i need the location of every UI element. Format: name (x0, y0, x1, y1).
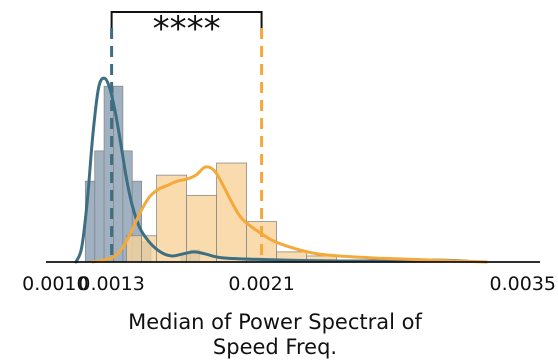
x-tick-label: 0.0021 (228, 273, 294, 295)
kde-curve-series-1 (74, 76, 470, 264)
x-axis-label-line-2: Speed Freq. (213, 335, 337, 359)
x-tick-label: 0.0013 (78, 273, 144, 295)
x-tick-label: 0.0035 (490, 273, 556, 295)
kde-curve-series-2 (91, 165, 489, 264)
x-tick-label: 0.0010 (22, 273, 88, 295)
significance-label: **** (153, 9, 221, 49)
median-lines (110, 28, 264, 262)
histogram-bar-series-1-2 (94, 150, 105, 263)
histogram-bar-series-2-5 (216, 162, 247, 263)
x-axis-label-line-1: Median of Power Spectral of (128, 310, 422, 334)
significance-bracket (110, 11, 263, 28)
kde-curves (74, 76, 489, 264)
histogram-bars (84, 85, 337, 263)
